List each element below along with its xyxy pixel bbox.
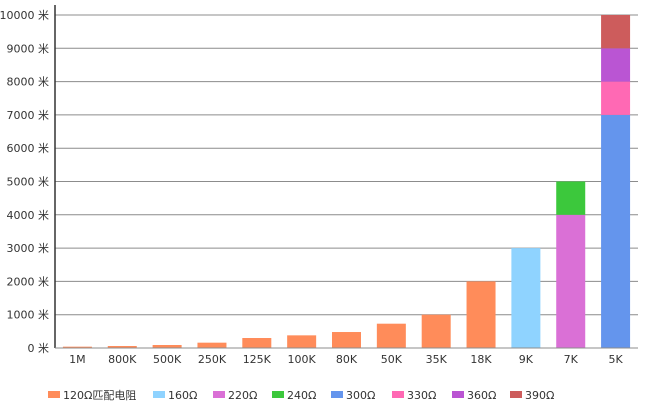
legend-label: 220Ω xyxy=(228,389,257,402)
legend-label: 300Ω xyxy=(346,389,375,402)
y-tick-label: 8000 米 xyxy=(7,76,50,89)
legend: 120Ω匹配电阻 160Ω 220Ω 240Ω 300Ω 330Ω 360Ω 390Ω xyxy=(48,389,554,402)
legend-swatch xyxy=(272,391,284,398)
legend-item: 390Ω xyxy=(510,389,554,402)
x-axis: 1M 800K 500K 250K 125K 100K 80K 50K 35K 18K 9K 7K 5K xyxy=(69,353,623,366)
bar xyxy=(601,114,631,349)
bar xyxy=(511,248,541,348)
legend-swatch xyxy=(392,391,404,398)
x-tick-label: 5K xyxy=(608,353,623,366)
bar xyxy=(152,345,182,348)
x-tick-label: 800K xyxy=(108,353,137,366)
legend-label: 360Ω xyxy=(467,389,496,402)
x-tick-label: 250K xyxy=(198,353,227,366)
legend-item: 300Ω xyxy=(331,389,375,402)
bar xyxy=(197,342,227,348)
bar xyxy=(376,323,406,348)
y-tick-label: 2000 米 xyxy=(7,275,50,288)
legend-item: 120Ω匹配电阻 xyxy=(48,389,136,402)
legend-label: 160Ω xyxy=(168,389,197,402)
x-tick-label: 9K xyxy=(519,353,534,366)
bar xyxy=(601,81,631,115)
legend-swatch xyxy=(452,391,464,398)
bar xyxy=(556,214,586,348)
legend-swatch xyxy=(213,391,225,398)
y-tick-label: 6000 米 xyxy=(7,142,50,155)
bar xyxy=(107,346,137,348)
x-tick-label: 7K xyxy=(564,353,579,366)
x-tick-label: 125K xyxy=(243,353,272,366)
legend-item: 240Ω xyxy=(272,389,316,402)
bar xyxy=(466,281,496,348)
y-tick-label: 3000 米 xyxy=(7,242,50,255)
bar xyxy=(601,15,631,49)
legend-item: 160Ω xyxy=(153,389,197,402)
legend-swatch xyxy=(331,391,343,398)
y-tick-label: 5000 米 xyxy=(7,176,50,189)
x-tick-label: 100K xyxy=(288,353,317,366)
legend-label: 390Ω xyxy=(525,389,554,402)
y-tick-label: 9000 米 xyxy=(7,42,50,55)
legend-swatch xyxy=(48,391,60,398)
legend-label: 120Ω匹配电阻 xyxy=(63,389,136,402)
bar xyxy=(332,332,361,348)
x-tick-label: 35K xyxy=(426,353,448,366)
legend-label: 330Ω xyxy=(407,389,436,402)
bar xyxy=(601,48,631,82)
x-tick-label: 500K xyxy=(153,353,182,366)
legend-item: 220Ω xyxy=(213,389,257,402)
bar xyxy=(242,338,272,348)
x-tick-label: 18K xyxy=(470,353,492,366)
x-tick-label: 50K xyxy=(381,353,403,366)
legend-swatch xyxy=(510,391,522,398)
bar xyxy=(421,314,451,348)
y-tick-label: 0 米 xyxy=(28,342,50,355)
bar xyxy=(287,335,317,348)
y-tick-label: 10000 米 xyxy=(0,9,49,22)
legend-item: 330Ω xyxy=(392,389,436,402)
x-tick-label: 80K xyxy=(336,353,358,366)
y-tick-label: 7000 米 xyxy=(7,109,50,122)
y-tick-label: 4000 米 xyxy=(7,209,50,222)
bar xyxy=(556,181,586,215)
y-tick-label: 1000 米 xyxy=(7,309,50,322)
legend-item: 360Ω xyxy=(452,389,496,402)
legend-label: 240Ω xyxy=(287,389,316,402)
y-axis: 0 米 1000 米 2000 米 3000 米 4000 米 5000 米 6000 米 7… xyxy=(0,9,638,355)
legend-swatch xyxy=(153,391,165,398)
bars xyxy=(62,15,631,349)
x-tick-label: 1M xyxy=(69,353,86,366)
bar xyxy=(62,346,92,348)
